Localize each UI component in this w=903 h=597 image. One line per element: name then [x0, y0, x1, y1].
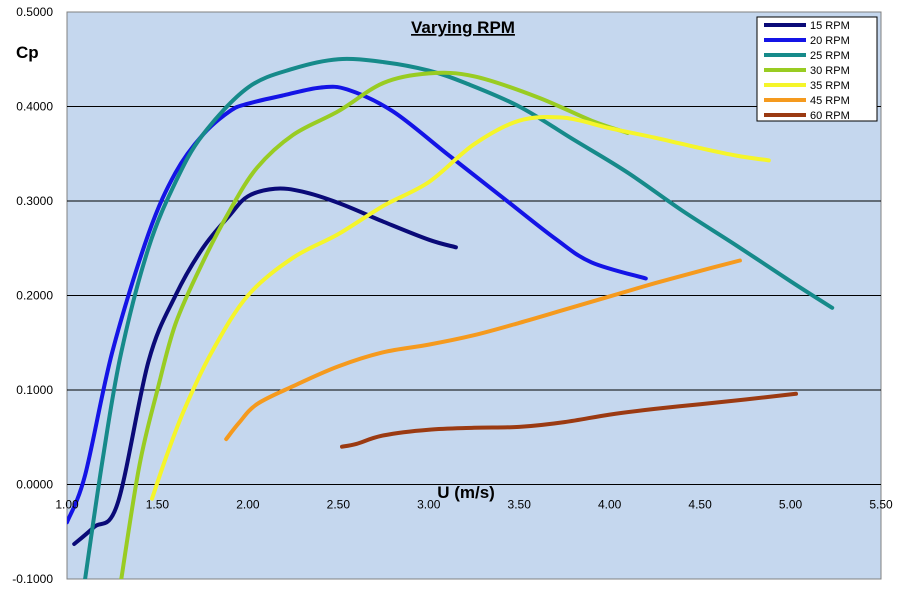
x-tick-label: 5.00 [779, 498, 803, 512]
series-line-20-rpm [67, 84, 648, 525]
y-tick-label: 0.5000 [16, 5, 53, 19]
chart-title: Varying RPM [411, 18, 515, 37]
series-line-15-rpm [72, 186, 458, 546]
x-tick-label: 2.00 [236, 498, 260, 512]
y-tick-label: 0.4000 [16, 100, 53, 114]
series-lines [67, 56, 835, 579]
legend-label: 60 RPM [810, 110, 850, 122]
y-tick-label: 0.0000 [16, 478, 53, 492]
series-line-45-rpm [224, 258, 742, 442]
legend-label: 15 RPM [810, 20, 850, 32]
y-axis-label: Cp [16, 43, 39, 62]
legend-label: 20 RPM [810, 35, 850, 47]
x-tick-label: 1.50 [146, 498, 170, 512]
x-tick-label: 1.00 [55, 498, 79, 512]
legend-label: 45 RPM [810, 95, 850, 107]
x-tick-label: 4.50 [688, 498, 712, 512]
legend-label: 25 RPM [810, 50, 850, 62]
series-line-25-rpm [83, 56, 835, 579]
series-line-30-rpm [119, 70, 630, 579]
gridlines [67, 106, 881, 485]
y-tick-label: -0.1000 [12, 572, 53, 586]
x-tick-label: 3.00 [417, 498, 441, 512]
x-tick-label: 5.50 [869, 498, 893, 512]
y-tick-label: 0.2000 [16, 289, 53, 303]
legend-label: 35 RPM [810, 80, 850, 92]
y-axis-ticks: -0.1000 0.0000 0.1000 0.2000 0.3000 0.4000 0.5… [12, 5, 53, 586]
legend-label: 30 RPM [810, 65, 850, 77]
x-tick-label: 4.00 [598, 498, 622, 512]
x-axis-label: U (m/s) [437, 483, 495, 502]
x-tick-label: 2.50 [327, 498, 351, 512]
y-tick-label: 0.3000 [16, 194, 53, 208]
x-tick-label: 3.50 [508, 498, 532, 512]
series-line-35-rpm [150, 115, 771, 501]
legend: 15 RPM 20 RPM 25 RPM 30 RPM 35 RPM 45 RPM 60 R… [756, 16, 878, 122]
series-line-60-rpm [340, 391, 798, 449]
y-tick-label: 0.1000 [16, 383, 53, 397]
x-axis-ticks: 1.00 1.50 2.00 2.50 3.00 3.50 4.00 4.50 5.00 5.50 [55, 498, 893, 512]
